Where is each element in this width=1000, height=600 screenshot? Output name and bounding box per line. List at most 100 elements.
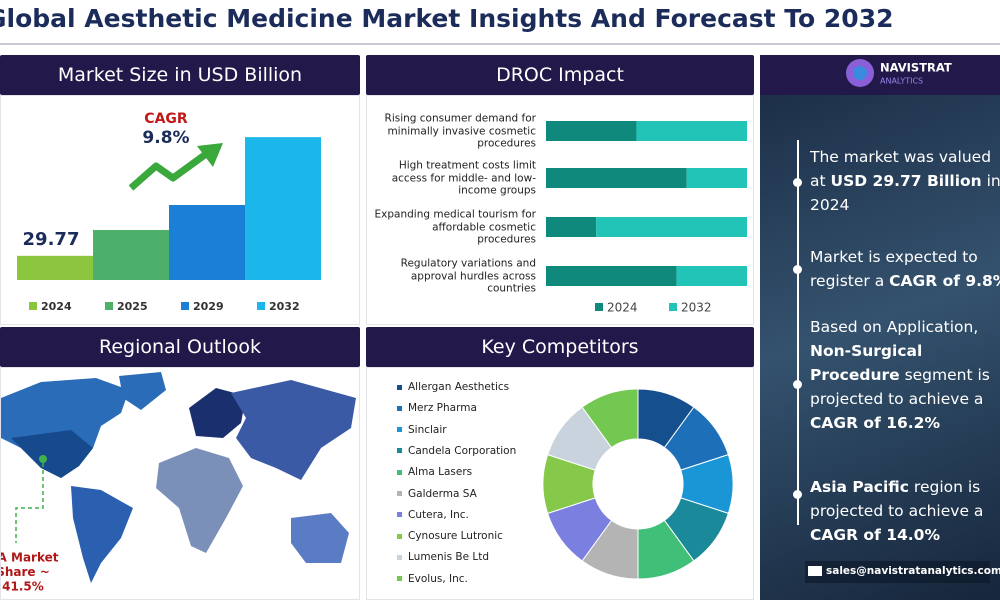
legend-item: Evolus, Inc. xyxy=(397,573,468,585)
highlight-emphasis: CAGR of 16.2% xyxy=(810,414,940,432)
bar-segment xyxy=(546,266,677,286)
highlight: Asia Pacific region is projected to achi… xyxy=(810,475,1000,547)
timeline-dot xyxy=(793,490,802,499)
legend-label: Galderma SA xyxy=(408,487,477,500)
highlights-panel: sales@navistratanalytics.com The market … xyxy=(760,95,1000,600)
category-label: Expanding medical tourism for affordable… xyxy=(374,208,536,246)
asia xyxy=(231,380,356,480)
legend-swatch xyxy=(397,512,402,518)
legend-swatch xyxy=(397,554,402,560)
bar-segment xyxy=(676,266,747,286)
droc-panel: 2024 2032 Rising consumer demand for mini… xyxy=(366,95,754,325)
highlight-text: The market was valued at xyxy=(810,148,992,190)
annotation: 9.8% xyxy=(142,128,189,148)
legend-label: Allergan Aesthetics xyxy=(408,381,510,393)
brand-tagline: ANALYTICS xyxy=(880,77,923,86)
highlight-text: Market is expected to register a xyxy=(810,248,978,290)
legend-label: Alma Lasers xyxy=(408,466,473,479)
bar-segment xyxy=(686,168,747,188)
legend-swatch xyxy=(397,576,402,582)
legend-swatch xyxy=(257,302,265,310)
growth-arrow-head xyxy=(197,143,223,167)
highlight-text: Based on Application, xyxy=(810,318,979,336)
legend-swatch xyxy=(105,302,113,310)
category-label: High treatment costs limit access for mi… xyxy=(391,159,536,197)
highlight: The market was valued at USD 29.77 Billi… xyxy=(810,145,1000,217)
email-bar xyxy=(805,561,990,583)
legend-item: Alma Lasers xyxy=(397,466,472,478)
bar-segment xyxy=(546,168,687,188)
category-label: Rising consumer demand for minimally inv… xyxy=(384,112,536,150)
africa xyxy=(156,448,243,553)
brand-logo: NAVISTRAT ANALYTICS xyxy=(846,59,952,87)
highlight-text: region is projected to achieve a xyxy=(810,478,984,520)
brand-name: NAVISTRAT xyxy=(880,61,952,75)
annotation: CAGR xyxy=(144,111,188,127)
legend-swatch xyxy=(181,302,189,310)
timeline-dot xyxy=(793,178,802,187)
greenland xyxy=(119,372,166,410)
email: sales@navistratanalytics.com xyxy=(826,565,1000,577)
legend-item: Lumenis Be Ltd xyxy=(397,551,489,563)
legend-swatch xyxy=(397,491,402,496)
logo-core xyxy=(853,66,867,80)
na-pin xyxy=(39,455,47,463)
panel-header: Key Competitors xyxy=(366,327,754,367)
droc-chart: 2024 2032 xyxy=(546,121,747,315)
panel-header: Market Size in USD Billion xyxy=(0,55,360,95)
panel-header: Regional Outlook xyxy=(0,327,360,367)
bar-segment xyxy=(596,217,747,237)
category-label: Regulatory variations and approval hurdl… xyxy=(400,257,536,295)
south-america xyxy=(71,486,133,583)
bar-segment xyxy=(546,217,597,237)
legend-item: Merz Pharma xyxy=(397,402,477,414)
timeline-dot xyxy=(793,265,802,274)
legend-item: Candela Corporation xyxy=(397,445,516,457)
legend-swatch xyxy=(397,427,402,433)
highlight: Based on Application, Non-Surgical Proce… xyxy=(810,315,1000,435)
pin-leader xyxy=(15,463,44,543)
legend-label: 2024 xyxy=(607,301,638,315)
map-annotation: NA Market xyxy=(1,551,59,565)
legend-swatch xyxy=(29,302,37,310)
legend-label: Candela Corporation xyxy=(408,444,517,457)
legend-item: Sinclair xyxy=(397,424,447,436)
page-title: Global Aesthetic Medicine Market Insight… xyxy=(0,4,894,33)
map-annotation: Share ~ xyxy=(1,565,50,579)
market-size-panel: 2024 29.77 2025 2029 2032 CAGR 9.8% xyxy=(0,95,360,325)
highlight-emphasis: USD 29.77 Billion xyxy=(830,172,982,190)
highlight-text: segment is projected to achieve a xyxy=(810,366,990,408)
highlight-emphasis: Asia Pacific xyxy=(810,478,909,496)
map-annotation: 41.5% xyxy=(2,580,44,594)
bar xyxy=(245,137,321,280)
legend-label: Cynosure Lutronic xyxy=(408,530,503,543)
panel-header: DROC Impact xyxy=(366,55,754,95)
bar xyxy=(93,230,169,280)
legend-swatch xyxy=(397,384,402,390)
europe xyxy=(189,388,246,438)
legend-swatch xyxy=(397,533,402,539)
timeline-dot xyxy=(793,380,802,389)
legend-label: Merz Pharma xyxy=(408,402,477,415)
legend-label: Sinclair xyxy=(408,423,447,436)
legend-item: Cutera, Inc. xyxy=(397,509,469,521)
growth-arrow xyxy=(128,151,209,191)
legend-label: 2029 xyxy=(193,300,224,313)
bar-segment xyxy=(546,121,637,141)
australia xyxy=(291,513,349,563)
legend-label: Cutera, Inc. xyxy=(408,508,469,521)
legend-label: 2024 xyxy=(41,300,72,313)
bar xyxy=(169,205,245,280)
legend-item: Allergan Aesthetics xyxy=(397,381,509,393)
legend-swatch xyxy=(669,303,677,311)
usa xyxy=(11,430,93,478)
bar xyxy=(17,255,93,280)
legend-label: 2025 xyxy=(117,300,148,313)
legend-label: 2032 xyxy=(681,301,712,315)
legend-label: Evolus, Inc. xyxy=(408,572,468,585)
legend-swatch xyxy=(397,405,402,411)
legend-swatch xyxy=(595,303,603,311)
